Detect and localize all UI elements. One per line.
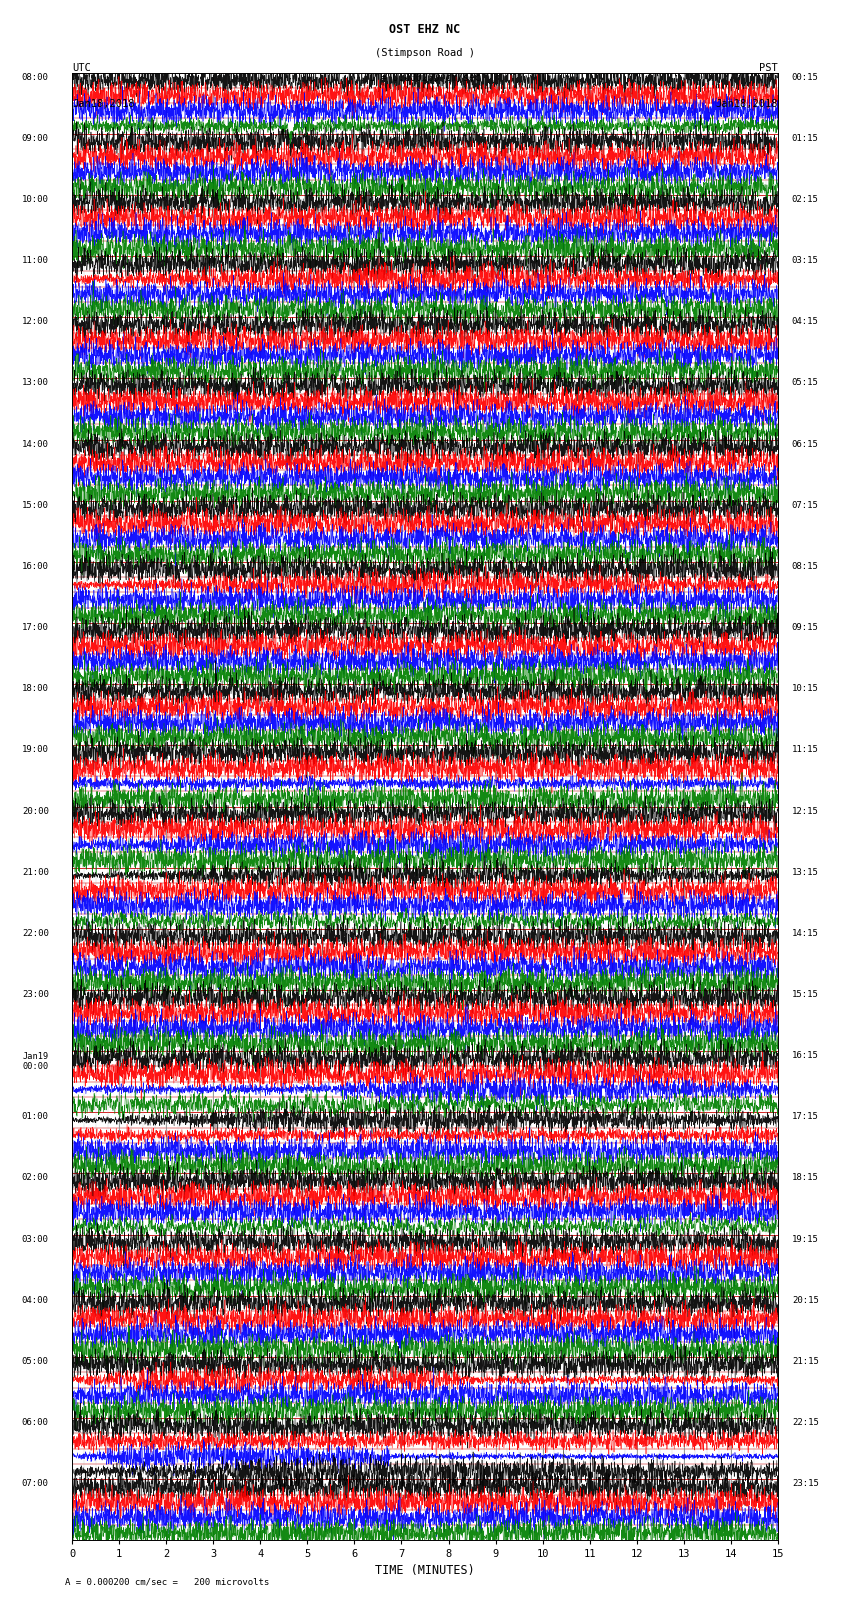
Text: Jan18,2018: Jan18,2018 — [715, 100, 778, 110]
Text: 09:15: 09:15 — [792, 623, 819, 632]
Text: 03:15: 03:15 — [792, 256, 819, 265]
Text: (Stimpson Road ): (Stimpson Road ) — [375, 48, 475, 58]
Text: 10:15: 10:15 — [792, 684, 819, 694]
Text: PST: PST — [759, 63, 778, 73]
Text: 11:00: 11:00 — [22, 256, 48, 265]
Text: 16:15: 16:15 — [792, 1052, 819, 1060]
Text: 14:00: 14:00 — [22, 440, 48, 448]
X-axis label: TIME (MINUTES): TIME (MINUTES) — [375, 1563, 475, 1576]
Text: I = 0.000200 cm/sec: I = 0.000200 cm/sec — [369, 73, 481, 82]
Text: Jan18,2018: Jan18,2018 — [72, 100, 135, 110]
Text: 21:15: 21:15 — [792, 1357, 819, 1366]
Text: 19:15: 19:15 — [792, 1234, 819, 1244]
Text: 13:15: 13:15 — [792, 868, 819, 876]
Text: 13:00: 13:00 — [22, 379, 48, 387]
Text: 00:15: 00:15 — [792, 73, 819, 82]
Text: 07:15: 07:15 — [792, 500, 819, 510]
Text: 05:15: 05:15 — [792, 379, 819, 387]
Text: 18:15: 18:15 — [792, 1174, 819, 1182]
Text: 16:00: 16:00 — [22, 561, 48, 571]
Text: 06:15: 06:15 — [792, 440, 819, 448]
Text: 23:15: 23:15 — [792, 1479, 819, 1489]
Text: 22:15: 22:15 — [792, 1418, 819, 1428]
Text: 02:15: 02:15 — [792, 195, 819, 203]
Text: 09:00: 09:00 — [22, 134, 48, 142]
Text: 17:00: 17:00 — [22, 623, 48, 632]
Text: 14:15: 14:15 — [792, 929, 819, 937]
Text: Jan19
00:00: Jan19 00:00 — [22, 1052, 48, 1071]
Text: 02:00: 02:00 — [22, 1174, 48, 1182]
Text: 22:00: 22:00 — [22, 929, 48, 937]
Text: 10:00: 10:00 — [22, 195, 48, 203]
Text: 08:00: 08:00 — [22, 73, 48, 82]
Text: OST EHZ NC: OST EHZ NC — [389, 23, 461, 35]
Text: 11:15: 11:15 — [792, 745, 819, 755]
Text: 21:00: 21:00 — [22, 868, 48, 876]
Text: UTC: UTC — [72, 63, 91, 73]
Text: 23:00: 23:00 — [22, 990, 48, 998]
Text: 04:00: 04:00 — [22, 1295, 48, 1305]
Text: 01:15: 01:15 — [792, 134, 819, 142]
Text: 20:15: 20:15 — [792, 1295, 819, 1305]
Text: A = 0.000200 cm/sec =   200 microvolts: A = 0.000200 cm/sec = 200 microvolts — [65, 1578, 269, 1586]
Text: 05:00: 05:00 — [22, 1357, 48, 1366]
Text: 18:00: 18:00 — [22, 684, 48, 694]
Text: 12:00: 12:00 — [22, 318, 48, 326]
Text: 07:00: 07:00 — [22, 1479, 48, 1489]
Text: 08:15: 08:15 — [792, 561, 819, 571]
Text: 17:15: 17:15 — [792, 1113, 819, 1121]
Text: 20:00: 20:00 — [22, 806, 48, 816]
Text: 03:00: 03:00 — [22, 1234, 48, 1244]
Text: 19:00: 19:00 — [22, 745, 48, 755]
Text: 15:00: 15:00 — [22, 500, 48, 510]
Text: 01:00: 01:00 — [22, 1113, 48, 1121]
Text: 15:15: 15:15 — [792, 990, 819, 998]
Text: 12:15: 12:15 — [792, 806, 819, 816]
Text: 06:00: 06:00 — [22, 1418, 48, 1428]
Text: 04:15: 04:15 — [792, 318, 819, 326]
